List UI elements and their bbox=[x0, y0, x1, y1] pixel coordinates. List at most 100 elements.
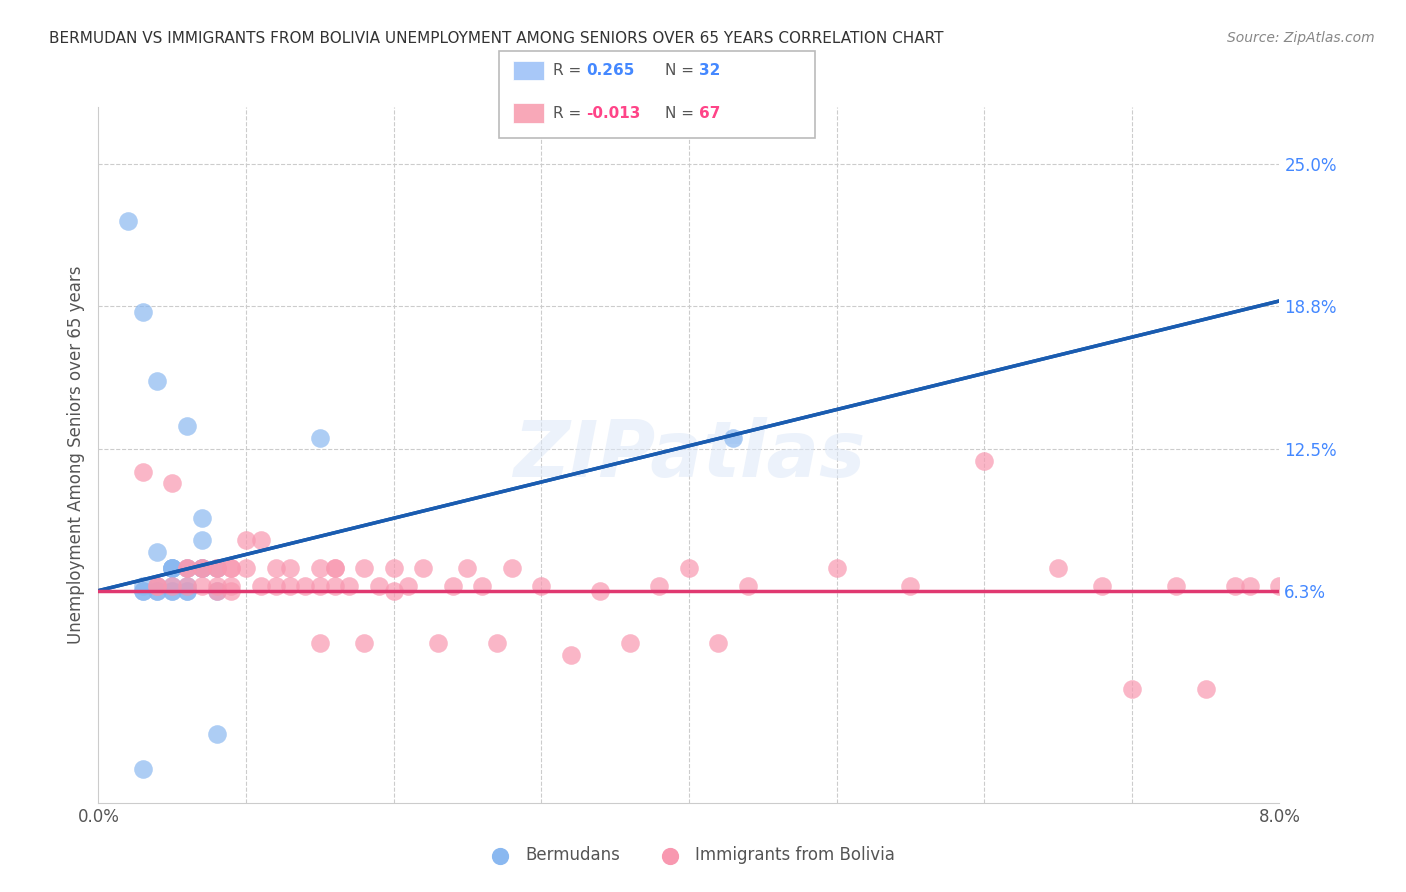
Point bbox=[456, 561, 478, 575]
Point bbox=[176, 561, 198, 575]
Point bbox=[323, 561, 346, 575]
Point bbox=[294, 579, 316, 593]
Point bbox=[219, 583, 242, 598]
Point bbox=[191, 533, 214, 548]
Point bbox=[900, 579, 922, 593]
Point bbox=[264, 579, 287, 593]
Point bbox=[396, 579, 419, 593]
Point bbox=[219, 561, 242, 575]
Point bbox=[353, 561, 375, 575]
Point bbox=[176, 579, 198, 593]
Legend: Bermudans, Immigrants from Bolivia: Bermudans, Immigrants from Bolivia bbox=[477, 839, 901, 871]
Point bbox=[412, 561, 434, 575]
Point bbox=[278, 561, 302, 575]
Text: 0.265: 0.265 bbox=[586, 63, 634, 78]
Point bbox=[382, 561, 405, 575]
Point bbox=[308, 561, 332, 575]
Point bbox=[205, 561, 228, 575]
Point bbox=[619, 636, 641, 650]
Point bbox=[162, 561, 183, 575]
Point bbox=[162, 561, 183, 575]
Point bbox=[235, 561, 257, 575]
Point bbox=[219, 561, 242, 575]
Point bbox=[560, 648, 582, 662]
Point bbox=[323, 579, 346, 593]
Point bbox=[176, 419, 198, 434]
Point bbox=[162, 561, 183, 575]
Point bbox=[721, 431, 744, 445]
Point bbox=[308, 431, 332, 445]
Point bbox=[146, 545, 169, 559]
Point bbox=[205, 561, 228, 575]
Text: ZIPatlas: ZIPatlas bbox=[513, 417, 865, 493]
Text: 67: 67 bbox=[699, 106, 720, 120]
Point bbox=[146, 579, 169, 593]
Point bbox=[176, 583, 198, 598]
Point bbox=[1268, 579, 1291, 593]
Point bbox=[132, 465, 155, 479]
Point bbox=[1091, 579, 1114, 593]
Point bbox=[191, 561, 214, 575]
Point bbox=[367, 579, 389, 593]
Point bbox=[146, 579, 169, 593]
Text: -0.013: -0.013 bbox=[586, 106, 641, 120]
Point bbox=[132, 583, 155, 598]
Point bbox=[323, 561, 346, 575]
Point bbox=[382, 583, 405, 598]
Point bbox=[308, 636, 332, 650]
Point bbox=[250, 533, 273, 548]
Point bbox=[176, 561, 198, 575]
Point bbox=[117, 214, 139, 228]
Point bbox=[162, 579, 183, 593]
Point bbox=[132, 305, 155, 319]
Point bbox=[162, 476, 183, 491]
Point bbox=[162, 579, 183, 593]
Point bbox=[678, 561, 700, 575]
Point bbox=[471, 579, 494, 593]
Point bbox=[308, 579, 332, 593]
Point bbox=[205, 583, 228, 598]
Point bbox=[146, 583, 169, 598]
Text: Source: ZipAtlas.com: Source: ZipAtlas.com bbox=[1227, 31, 1375, 45]
Point bbox=[1239, 579, 1261, 593]
Point bbox=[737, 579, 759, 593]
Point bbox=[1121, 681, 1143, 696]
Y-axis label: Unemployment Among Seniors over 65 years: Unemployment Among Seniors over 65 years bbox=[66, 266, 84, 644]
Text: N =: N = bbox=[665, 106, 699, 120]
Point bbox=[146, 579, 169, 593]
Point bbox=[191, 579, 214, 593]
Point bbox=[648, 579, 671, 593]
Point bbox=[264, 561, 287, 575]
Text: BERMUDAN VS IMMIGRANTS FROM BOLIVIA UNEMPLOYMENT AMONG SENIORS OVER 65 YEARS COR: BERMUDAN VS IMMIGRANTS FROM BOLIVIA UNEM… bbox=[49, 31, 943, 46]
Point bbox=[353, 636, 375, 650]
Point bbox=[176, 561, 198, 575]
Point bbox=[191, 561, 214, 575]
Point bbox=[589, 583, 612, 598]
Point bbox=[162, 561, 183, 575]
Point bbox=[337, 579, 360, 593]
Point bbox=[707, 636, 730, 650]
Point bbox=[191, 510, 214, 524]
Point bbox=[205, 579, 228, 593]
Point bbox=[191, 561, 214, 575]
Point bbox=[132, 762, 155, 776]
Point bbox=[1194, 681, 1216, 696]
Text: 32: 32 bbox=[699, 63, 720, 78]
Point bbox=[132, 583, 155, 598]
Point bbox=[162, 583, 183, 598]
Point bbox=[146, 374, 169, 388]
Point bbox=[235, 533, 257, 548]
Point bbox=[278, 579, 302, 593]
Point bbox=[146, 583, 169, 598]
Point bbox=[205, 561, 228, 575]
Point bbox=[205, 727, 228, 741]
Text: R =: R = bbox=[553, 106, 586, 120]
Point bbox=[501, 561, 523, 575]
Point bbox=[1164, 579, 1187, 593]
Point bbox=[176, 583, 198, 598]
Point bbox=[973, 453, 995, 467]
Point bbox=[1046, 561, 1069, 575]
Text: N =: N = bbox=[665, 63, 699, 78]
Point bbox=[191, 561, 214, 575]
Point bbox=[426, 636, 449, 650]
